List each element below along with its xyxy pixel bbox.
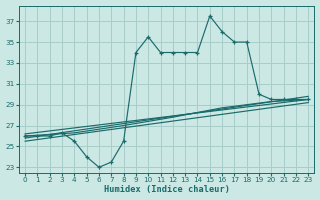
X-axis label: Humidex (Indice chaleur): Humidex (Indice chaleur) xyxy=(104,185,230,194)
